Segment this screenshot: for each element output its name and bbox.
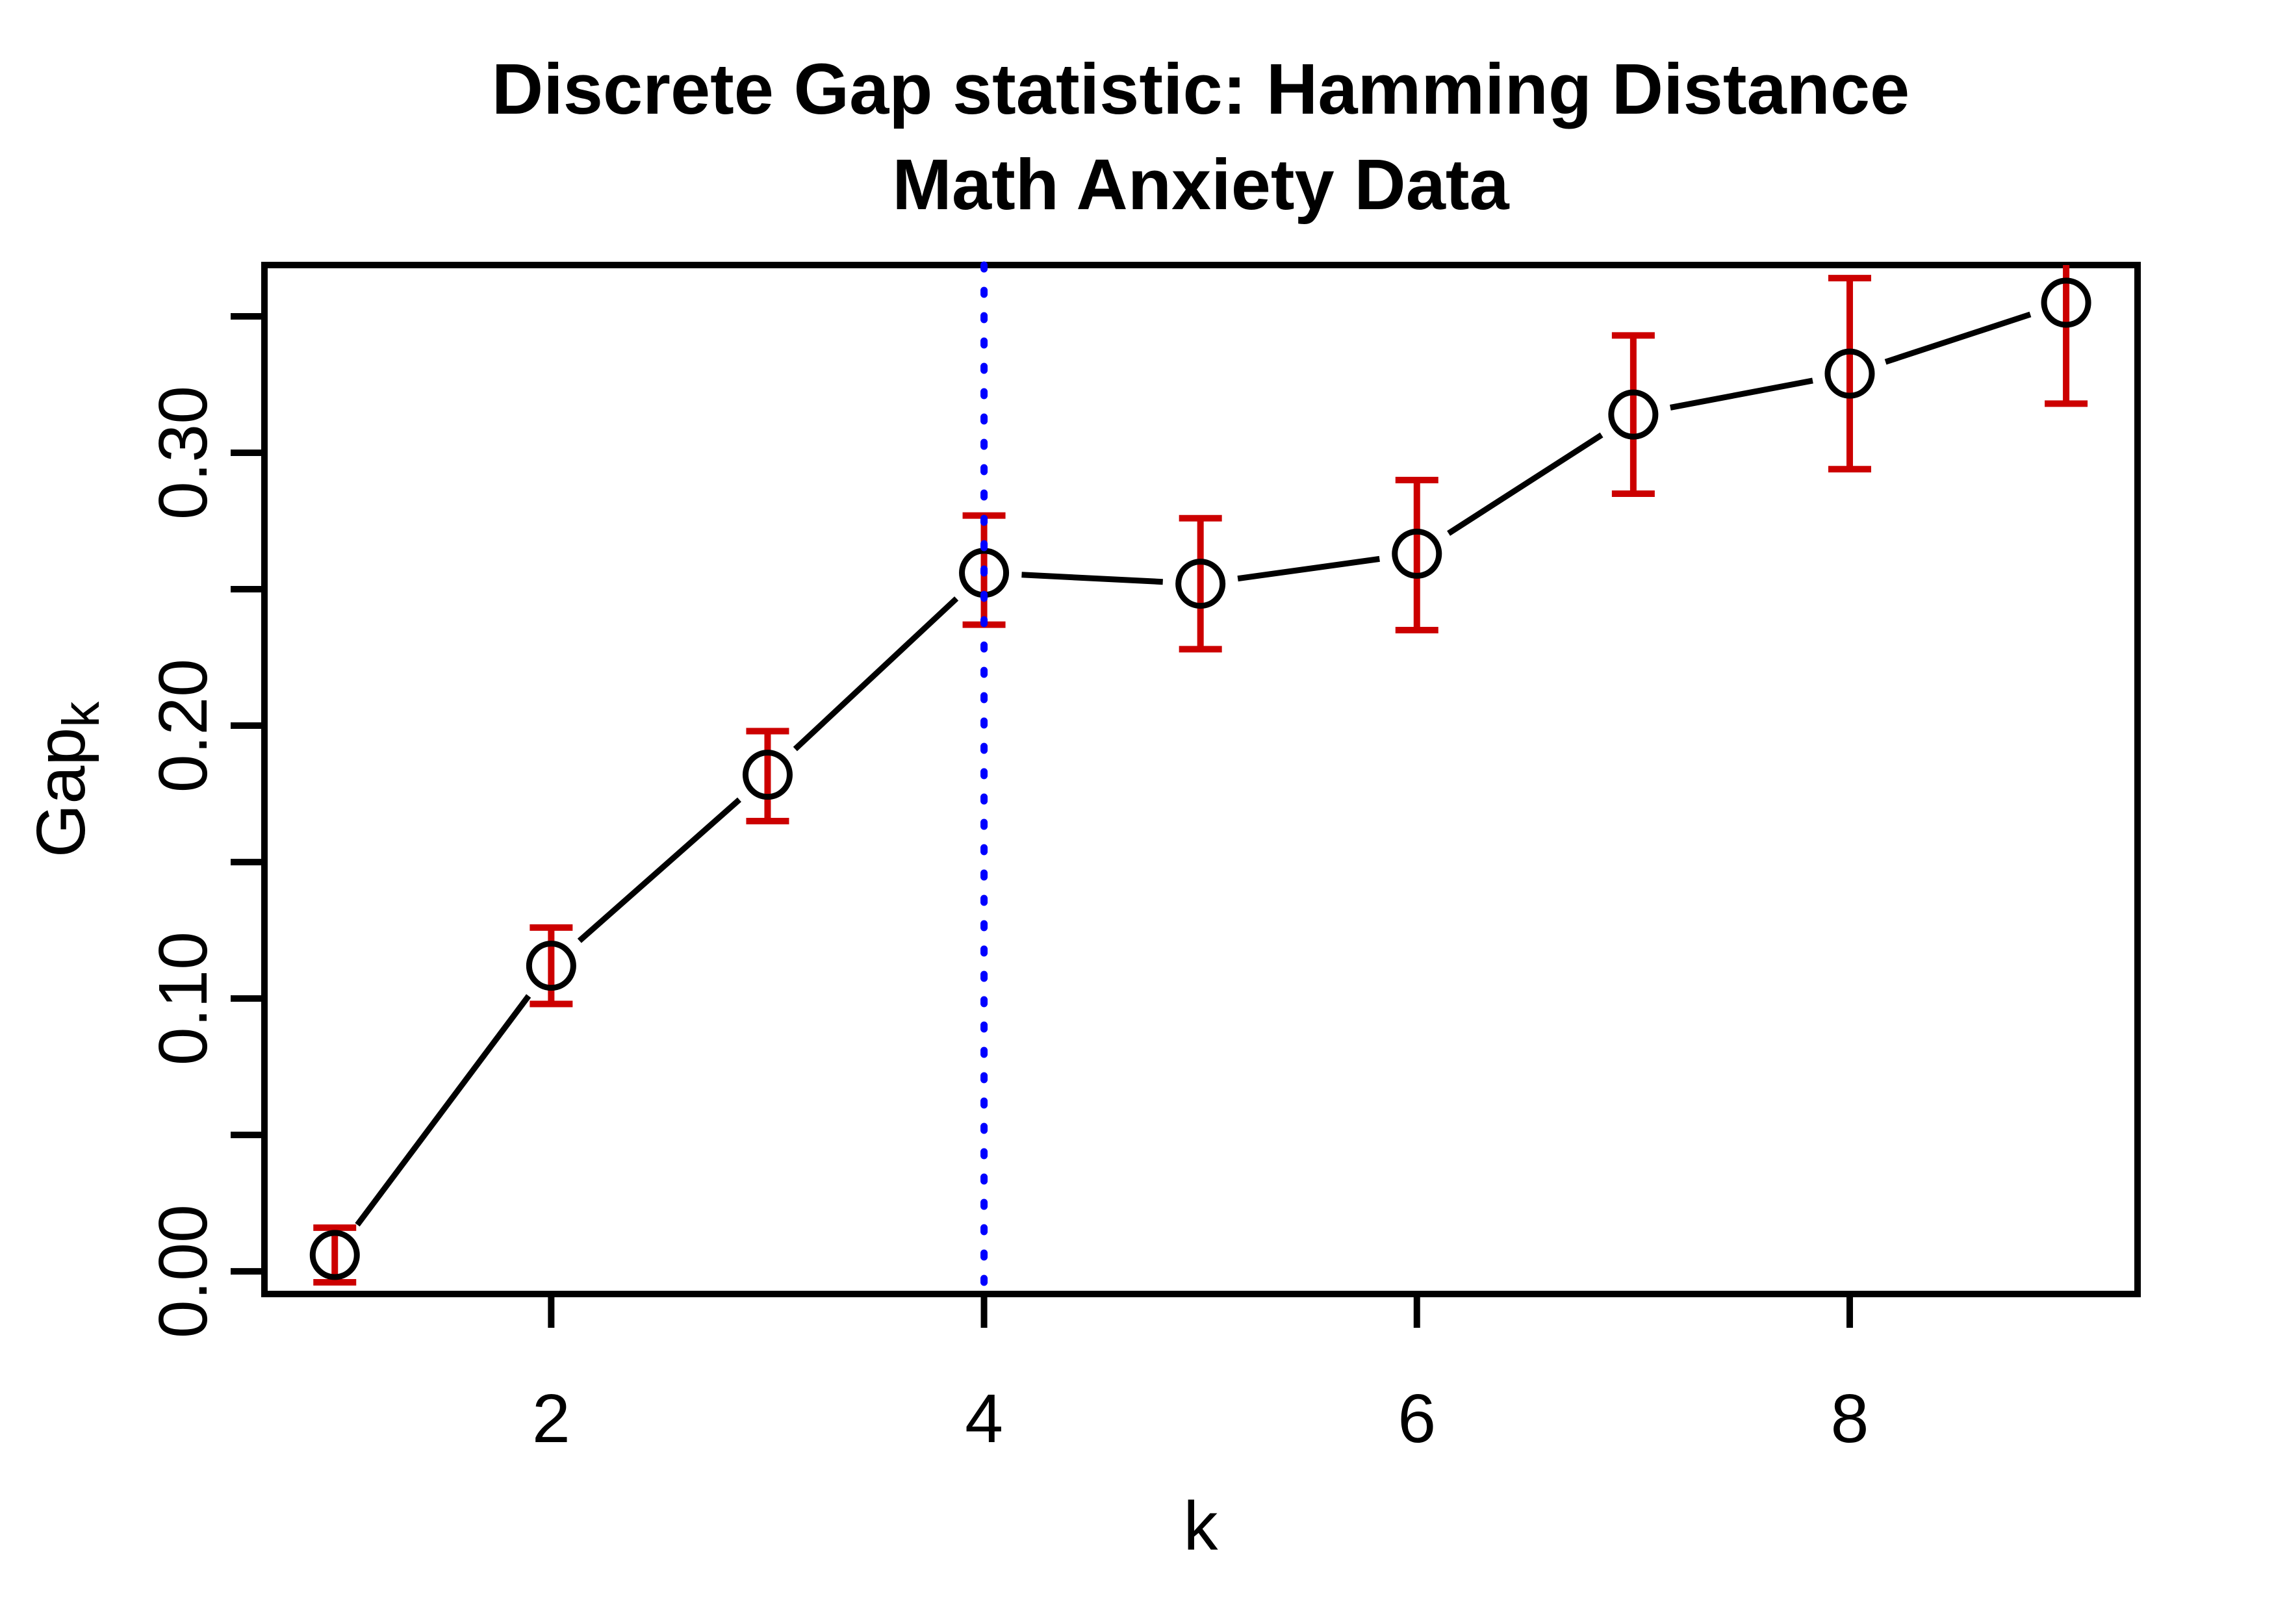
series-segment (1884, 311, 2032, 365)
x-tick-label: 8 (1830, 1380, 1869, 1457)
data-point-marker (742, 750, 793, 800)
data-point-marker (1392, 528, 1442, 579)
y-tick-label: 0.10 (145, 932, 222, 1065)
data-point-marker (526, 941, 576, 991)
x-tick-label: 2 (532, 1380, 570, 1457)
x-tick-label: 6 (1398, 1380, 1436, 1457)
y-axis-label-subscript: k (52, 701, 110, 728)
plot-box (261, 262, 2141, 1297)
chart-title-line1: Discrete Gap statistic: Hamming Distance (492, 49, 1910, 129)
y-tick-label: 0.30 (145, 386, 222, 520)
data-point-marker (1175, 559, 1226, 609)
series-segment (1447, 432, 1603, 536)
data-point-marker (1824, 348, 1875, 399)
x-tick-label: 4 (965, 1380, 1003, 1457)
y-tick-label: 0.20 (145, 659, 222, 793)
y-tick-label: 0.00 (145, 1204, 222, 1338)
series-segment (355, 994, 531, 1227)
x-axis-label: k (1184, 1488, 1219, 1564)
chart-title-line2: Math Anxiety Data (892, 145, 1509, 225)
data-point-marker (2041, 277, 2091, 328)
series-segment (1237, 555, 1380, 582)
axes-layer: 0.00 0.10 0.20 0.30 2 4 6 8 (145, 262, 2141, 1457)
data-marks-layer (309, 261, 2091, 1298)
series-segment (577, 797, 741, 943)
series-segment (793, 596, 959, 752)
y-axis-label: Gapk (23, 701, 110, 857)
data-point-marker (1608, 389, 1659, 440)
series-segment (1021, 572, 1163, 585)
y-axis-label-main: Gap (23, 728, 99, 857)
series-segment (1670, 377, 1813, 411)
data-point-marker (309, 1230, 360, 1280)
